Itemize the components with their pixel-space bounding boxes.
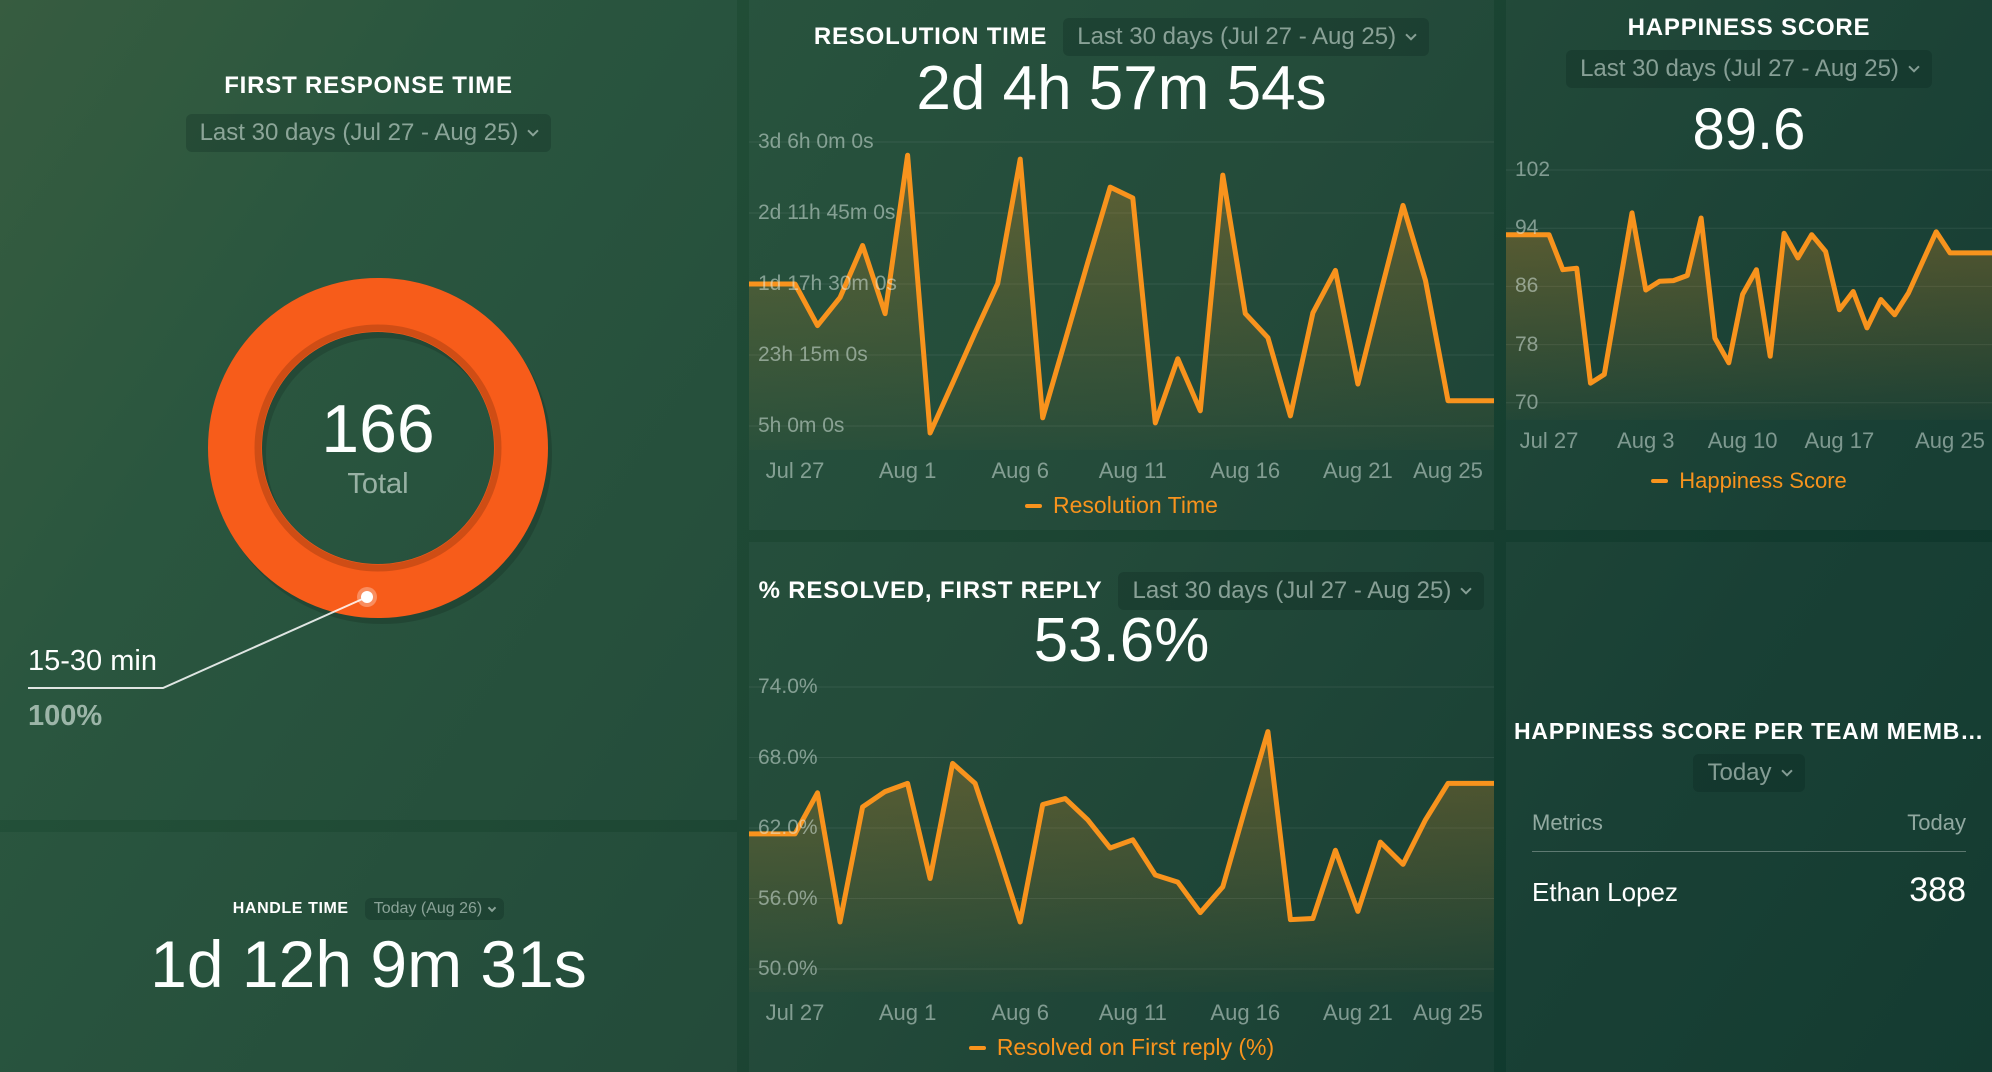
column-left: FIRST RESPONSE TIME Last 30 days (Jul 27… bbox=[0, 0, 737, 1072]
x-axis-label: Aug 25 bbox=[1413, 1000, 1483, 1025]
first-response-donut-chart bbox=[28, 278, 552, 689]
x-axis-label: Aug 11 bbox=[1098, 1000, 1167, 1025]
donut-total-value: 166 bbox=[321, 390, 435, 467]
table-row: Ethan Lopez 388 bbox=[1532, 852, 1966, 910]
date-range-label: Last 30 days (Jul 27 - Aug 25) bbox=[1132, 577, 1452, 604]
member-table: Metrics Today Ethan Lopez 388 bbox=[1532, 810, 1966, 910]
x-axis-label: Aug 6 bbox=[991, 1000, 1049, 1025]
chevron-down-icon bbox=[1405, 28, 1417, 41]
date-range-label: Today (Aug 26) bbox=[373, 900, 483, 917]
donut-slice-percent: 100% bbox=[28, 700, 103, 732]
x-axis-label: Jul 27 bbox=[1519, 428, 1579, 453]
chart-line bbox=[1506, 210, 1992, 386]
column-middle: RESOLUTION TIME Last 30 days (Jul 27 - A… bbox=[749, 0, 1494, 1072]
resolved-first-reply-value: 53.6% bbox=[1033, 606, 1210, 675]
donut-ring bbox=[208, 278, 548, 618]
x-axis: Jul 27 Aug 3 Aug 10 Aug 17 Aug 25 bbox=[1506, 428, 1992, 454]
x-axis-label: Aug 3 bbox=[1617, 428, 1675, 453]
chart-area-fill bbox=[1506, 212, 1992, 420]
donut-slice-label: 15-30 min bbox=[28, 645, 157, 677]
date-range-label: Today bbox=[1707, 759, 1772, 786]
resolved-first-reply-chart: 74.0% 68.0% 62.0% 56.0% 50.0% Jul 27 Aug 1 Aug… bbox=[749, 672, 1494, 1025]
legend: Happiness Score bbox=[1506, 468, 1992, 494]
table-header: Metrics Today bbox=[1532, 810, 1966, 852]
legend: Resolved on First reply (%) bbox=[749, 1034, 1494, 1061]
chart-area-fill bbox=[749, 155, 1494, 450]
x-axis-label: Aug 21 bbox=[1323, 458, 1393, 483]
legend: Resolution Time bbox=[749, 492, 1494, 519]
x-axis-label: Aug 25 bbox=[1413, 458, 1483, 483]
date-range-dropdown[interactable]: Last 30 days (Jul 27 - Aug 25) bbox=[1118, 572, 1485, 610]
chart-area-fill bbox=[749, 731, 1494, 992]
date-range-dropdown[interactable]: Last 30 days (Jul 27 - Aug 25) bbox=[1566, 50, 1932, 88]
legend-label: Happiness Score bbox=[1679, 468, 1847, 493]
member-name: Ethan Lopez bbox=[1532, 877, 1679, 907]
x-axis-label: Aug 6 bbox=[991, 458, 1049, 483]
donut-total-label: Total bbox=[347, 468, 409, 501]
resolution-time-value: 2d 4h 57m 54s bbox=[916, 54, 1327, 123]
x-axis-label: Aug 1 bbox=[878, 1000, 937, 1025]
chevron-down-icon bbox=[1908, 60, 1920, 73]
column-header-metrics: Metrics bbox=[1532, 810, 1603, 835]
panel-title: % RESOLVED, FIRST REPLY bbox=[758, 577, 1103, 604]
panel-title: HAPPINESS SCORE PER TEAM MEMB… bbox=[1514, 718, 1984, 744]
panel-title: HAPPINESS SCORE bbox=[1627, 14, 1871, 41]
x-axis-label: Jul 27 bbox=[765, 458, 825, 483]
x-axis-label: Aug 11 bbox=[1098, 458, 1167, 483]
legend-line-marker bbox=[1651, 479, 1669, 483]
panel-title: FIRST RESPONSE TIME bbox=[224, 72, 513, 99]
x-axis-label: Aug 17 bbox=[1804, 428, 1875, 453]
x-axis: Jul 27 Aug 1 Aug 6 Aug 11 Aug 16 Aug 21 Aug 25 bbox=[749, 1000, 1494, 1026]
date-range-dropdown[interactable]: Last 30 days (Jul 27 - Aug 25) bbox=[1063, 18, 1430, 56]
member-score: 388 bbox=[1909, 871, 1966, 909]
panel-resolution-time: RESOLUTION TIME Last 30 days (Jul 27 - A… bbox=[749, 0, 1494, 530]
callout-line bbox=[28, 596, 368, 689]
date-range-dropdown[interactable]: Today (Aug 26) bbox=[364, 898, 505, 920]
legend-line-marker bbox=[968, 1045, 986, 1050]
date-range-dropdown[interactable]: Last 30 days (Jul 27 - Aug 25) bbox=[185, 114, 552, 152]
x-axis-label: Jul 27 bbox=[765, 1000, 825, 1025]
donut-center: 166 Total bbox=[193, 263, 563, 633]
chevron-down-icon bbox=[1780, 764, 1793, 777]
x-axis-label: Aug 16 bbox=[1210, 458, 1281, 483]
resolved-chart-svg bbox=[749, 686, 1494, 992]
legend-label: Resolved on First reply (%) bbox=[996, 1034, 1275, 1060]
x-axis-label: Aug 25 bbox=[1915, 428, 1985, 453]
panel-resolved-first-reply: % RESOLVED, FIRST REPLY Last 30 days (Ju… bbox=[749, 542, 1494, 1072]
happiness-score-value: 89.6 bbox=[1692, 97, 1806, 162]
happiness-chart-svg bbox=[1506, 169, 1992, 420]
x-axis-label: Aug 16 bbox=[1210, 1000, 1281, 1025]
panel-happiness-per-member: HAPPINESS SCORE PER TEAM MEMB… Today Met… bbox=[1506, 542, 1992, 1072]
handle-time-value: 1d 12h 9m 31s bbox=[150, 927, 587, 1001]
date-range-label: Last 30 days (Jul 27 - Aug 25) bbox=[1580, 55, 1899, 82]
callout-dot bbox=[361, 591, 373, 603]
date-range-dropdown[interactable]: Today bbox=[1693, 754, 1805, 792]
chart-line bbox=[749, 729, 1494, 925]
panel-title: HANDLE TIME bbox=[232, 900, 349, 917]
chart-line bbox=[749, 152, 1494, 436]
date-range-label: Last 30 days (Jul 27 - Aug 25) bbox=[1077, 23, 1397, 50]
column-right: HAPPINESS SCORE Last 30 days (Jul 27 - A… bbox=[1506, 0, 1992, 1072]
x-axis-label: Aug 21 bbox=[1323, 1000, 1393, 1025]
panel-title: RESOLUTION TIME bbox=[813, 23, 1048, 50]
x-axis-label: Aug 10 bbox=[1707, 428, 1778, 453]
donut-inner-shadow bbox=[254, 324, 502, 572]
panel-handle-time: HANDLE TIME Today (Aug 26) 1d 12h 9m 31s bbox=[0, 832, 737, 1072]
date-range-label: Last 30 days (Jul 27 - Aug 25) bbox=[199, 119, 519, 146]
happiness-score-chart: 102 94 86 78 70 Jul 27 Aug 3 Aug 10 Aug 17 Aug 2… bbox=[1506, 158, 1992, 453]
legend-label: Resolution Time bbox=[1053, 492, 1218, 518]
panel-happiness-score: HAPPINESS SCORE Last 30 days (Jul 27 - A… bbox=[1506, 0, 1992, 530]
resolution-time-chart: 3d 6h 0m 0s 2d 11h 45m 0s 1d 17h 30m 0s 23h… bbox=[749, 130, 1494, 483]
x-axis: Jul 27 Aug 1 Aug 6 Aug 11 Aug 16 Aug 21 Aug 25 bbox=[749, 458, 1494, 484]
x-axis-label: Aug 1 bbox=[878, 458, 937, 483]
column-header-today: Today bbox=[1907, 810, 1966, 835]
legend-line-marker bbox=[1025, 503, 1043, 508]
panel-first-response-time: FIRST RESPONSE TIME Last 30 days (Jul 27… bbox=[0, 0, 737, 820]
resolution-chart-svg bbox=[749, 141, 1494, 450]
chevron-down-icon bbox=[1460, 582, 1472, 595]
chevron-down-icon bbox=[487, 903, 497, 912]
